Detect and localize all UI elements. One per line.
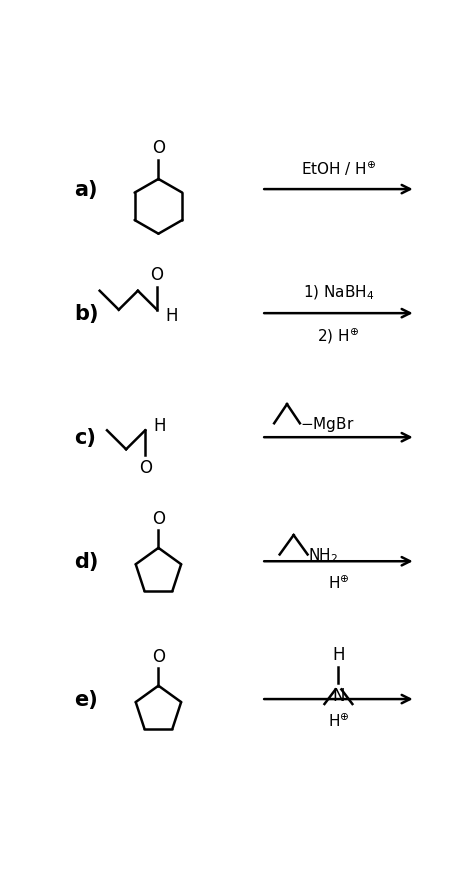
Text: EtOH / H$^{\oplus}$: EtOH / H$^{\oplus}$ [301, 159, 376, 178]
Text: e): e) [74, 689, 98, 709]
Text: 1) NaBH$_4$: 1) NaBH$_4$ [303, 283, 374, 301]
Text: c): c) [74, 427, 96, 448]
Text: a): a) [74, 180, 98, 200]
Text: H$^{\oplus}$: H$^{\oplus}$ [328, 712, 349, 729]
Text: 2) H$^{\oplus}$: 2) H$^{\oplus}$ [318, 326, 359, 345]
Text: O: O [139, 459, 152, 477]
Text: H: H [153, 417, 166, 434]
Text: O: O [152, 510, 165, 527]
Text: b): b) [74, 304, 99, 324]
Text: $-$MgBr: $-$MgBr [300, 414, 354, 434]
Text: O: O [150, 266, 164, 284]
Text: H: H [165, 307, 178, 325]
Text: H$^{\oplus}$: H$^{\oplus}$ [328, 574, 349, 591]
Text: N: N [332, 687, 345, 704]
Text: NH$_2$: NH$_2$ [308, 545, 338, 564]
Text: O: O [152, 647, 165, 665]
Text: d): d) [74, 552, 98, 571]
Text: H: H [332, 645, 345, 663]
Text: O: O [152, 139, 165, 157]
